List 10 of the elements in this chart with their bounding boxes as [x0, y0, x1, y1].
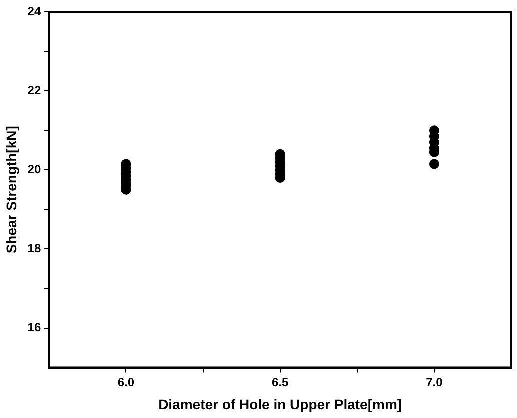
x-tick-label: 6.0 — [118, 375, 135, 390]
y-tick-label: 16 — [28, 320, 42, 335]
y-tick-label: 18 — [28, 242, 42, 256]
x-tick-label: 6.5 — [272, 375, 289, 390]
x-axis-title: Diameter of Hole in Upper Plate[mm] — [158, 396, 402, 412]
y-tick-label: 24 — [28, 4, 42, 18]
y-axis-title: Shear Strength[kN] — [3, 126, 20, 254]
x-tick-label: 7.0 — [426, 375, 444, 390]
y-tick-label: 20 — [28, 162, 42, 176]
y-tick-label: 22 — [28, 83, 42, 98]
